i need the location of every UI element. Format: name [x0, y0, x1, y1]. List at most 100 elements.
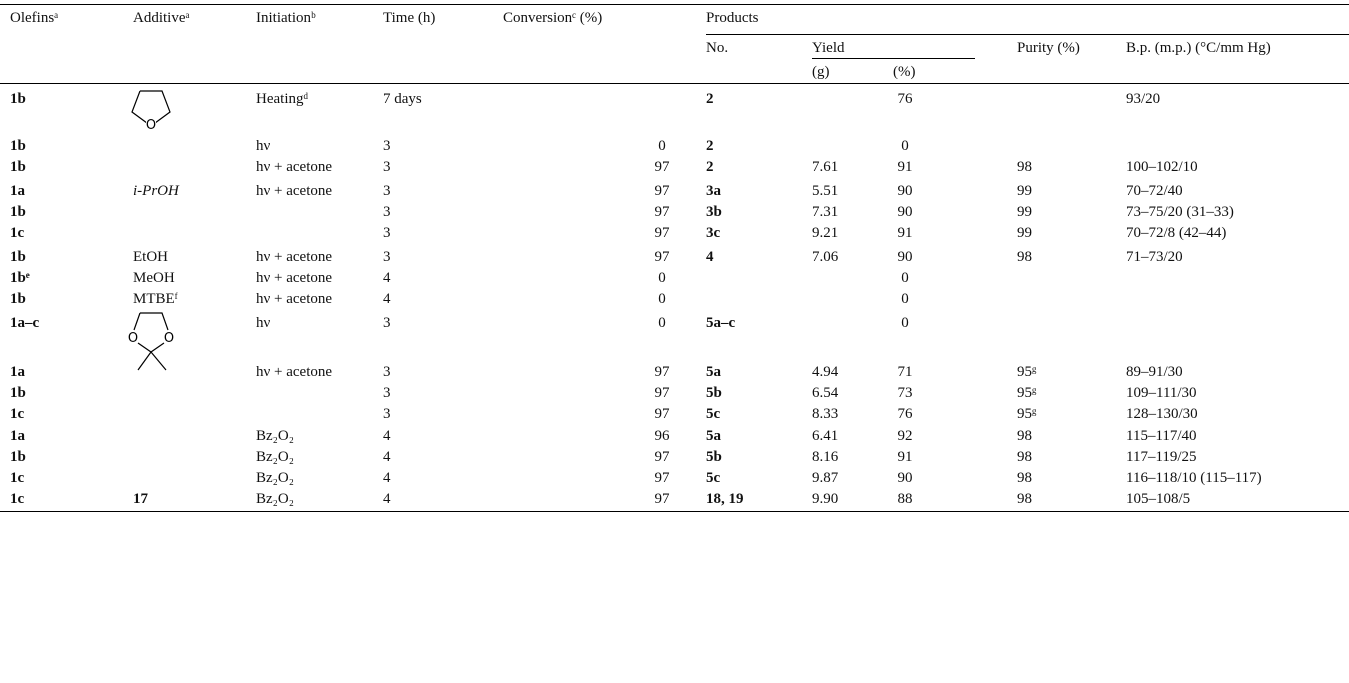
yield-pct: 90 [897, 249, 913, 265]
initiation: hν + acetone [256, 364, 333, 380]
boiling-point: 89–91/30 [1126, 364, 1183, 380]
conversion: 97 [654, 159, 670, 175]
olefin: 1bᵉ [10, 270, 30, 286]
boiling-point: 109–111/30 [1126, 385, 1197, 401]
additive: 17 [133, 491, 148, 507]
initiation: hν + acetone [256, 249, 333, 265]
time: 4 [383, 449, 391, 465]
oxygen-left: O [128, 331, 138, 346]
olefin: 1b [10, 138, 26, 154]
olefin: 1c [10, 225, 25, 241]
yield-pct: 0 [901, 138, 909, 154]
initiation: Bz₂O₂ [256, 428, 294, 444]
time: 4 [383, 291, 391, 307]
initiation: Bz₂O₂ [256, 449, 294, 465]
yield-g: 8.16 [812, 449, 839, 465]
product-no: 5a–c [706, 315, 736, 331]
conversion: 0 [658, 138, 666, 154]
conversion: 97 [654, 183, 670, 199]
yield-g: 6.41 [812, 428, 839, 444]
olefin: 1b [10, 91, 26, 107]
yield-pct: 90 [897, 183, 913, 199]
initiation: hν + acetone [256, 183, 333, 199]
yield-pct: 76 [897, 91, 913, 107]
olefin: 1c [10, 470, 25, 486]
olefin: 1b [10, 449, 26, 465]
thf-oxygen: O [146, 118, 156, 133]
dioxolane-structure [133, 312, 169, 371]
product-no: 5b [706, 449, 722, 465]
time: 3 [383, 183, 391, 199]
purity: 95ᵍ [1017, 385, 1037, 401]
olefin: 1b [10, 249, 26, 265]
purity: 95ᵍ [1017, 406, 1037, 422]
product-no: 5c [706, 406, 721, 422]
yield-pct: 92 [897, 428, 913, 444]
initiation: hν [256, 315, 271, 331]
olefin: 1b [10, 291, 26, 307]
product-no: 5a [706, 364, 721, 380]
olefin: 1b [10, 385, 26, 401]
additive: MTBEᶠ [133, 291, 178, 307]
conversion: 96 [654, 428, 670, 444]
time: 3 [383, 364, 391, 380]
product-no: 2 [706, 91, 714, 107]
purity: 98 [1017, 249, 1032, 265]
yield-g: 7.61 [812, 159, 839, 175]
yield-g: 7.06 [812, 249, 839, 265]
time: 3 [383, 249, 391, 265]
column-header: Yield [812, 40, 845, 56]
olefin: 1a [10, 364, 25, 380]
time: 4 [383, 428, 391, 444]
yield-pct: 0 [901, 270, 909, 286]
column-header: (%) [893, 64, 916, 80]
initiation: Bz₂O₂ [256, 491, 294, 507]
initiation: hν + acetone [256, 159, 333, 175]
time: 7 days [383, 91, 422, 107]
additive: EtOH [133, 249, 168, 265]
purity: 95ᵍ [1017, 364, 1037, 380]
time: 3 [383, 315, 391, 331]
conversion: 97 [654, 204, 670, 220]
boiling-point: 116–118/10 (115–117) [1126, 470, 1262, 486]
time: 3 [383, 138, 391, 154]
yield-g: 7.31 [812, 204, 839, 220]
boiling-point: 128–130/30 [1126, 406, 1198, 422]
yield-pct: 0 [901, 291, 909, 307]
yield-g: 9.87 [812, 470, 839, 486]
purity: 98 [1017, 470, 1032, 486]
olefin: 1a [10, 183, 25, 199]
column-header: No. [706, 40, 729, 56]
column-header: Olefinsᵃ [10, 10, 59, 26]
yield-pct: 91 [897, 159, 913, 175]
product-no: 2 [706, 159, 714, 175]
column-header: Products [706, 10, 759, 26]
top-rule [0, 4, 1349, 5]
yield-g: 4.94 [812, 364, 839, 380]
thf-structure [131, 90, 171, 131]
yield-pct: 71 [897, 364, 913, 380]
purity: 99 [1017, 225, 1032, 241]
initiation: Bz₂O₂ [256, 470, 294, 486]
time: 4 [383, 270, 391, 286]
olefin: 1a [10, 428, 25, 444]
time: 4 [383, 491, 391, 507]
product-no: 5a [706, 428, 721, 444]
header-rule [0, 83, 1349, 84]
purity: 98 [1017, 428, 1032, 444]
conversion: 97 [654, 491, 670, 507]
yield-g: 5.51 [812, 183, 839, 199]
boiling-point: 100–102/10 [1126, 159, 1198, 175]
time: 3 [383, 406, 391, 422]
yield-g: 6.54 [812, 385, 839, 401]
boiling-point: 71–73/20 [1126, 249, 1183, 265]
yield-pct: 0 [901, 315, 909, 331]
olefin: 1b [10, 159, 26, 175]
purity: 98 [1017, 491, 1032, 507]
yield-pct: 91 [897, 449, 913, 465]
time: 3 [383, 159, 391, 175]
column-header: Additiveᵃ [133, 10, 190, 26]
product-no: 2 [706, 138, 714, 154]
product-no: 3c [706, 225, 721, 241]
